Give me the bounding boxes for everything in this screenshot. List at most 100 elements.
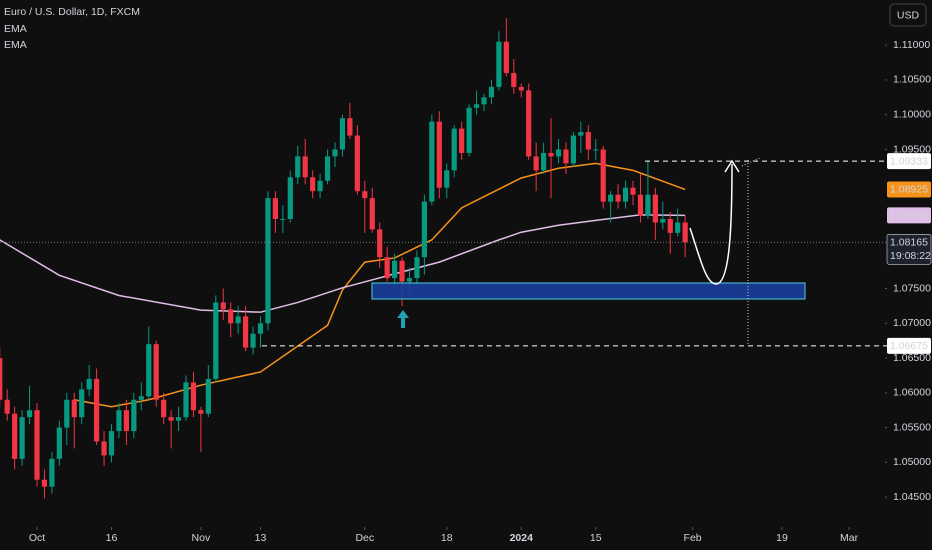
y-tick-label: 1.05500 — [893, 421, 931, 433]
level-layer — [0, 160, 887, 347]
level-label-box — [887, 153, 931, 170]
level-label: 1.09333 — [890, 155, 928, 167]
up-arrow — [397, 310, 409, 328]
candle-body — [436, 121, 442, 188]
y-tick-label: 1.05000 — [893, 456, 931, 468]
candle-body — [459, 128, 465, 153]
candle-body — [675, 222, 681, 233]
candle-body — [548, 152, 554, 157]
candle-body — [295, 156, 301, 178]
candle-body — [444, 170, 450, 188]
x-tick-label: 19 — [776, 532, 788, 544]
candle-body — [518, 86, 524, 91]
ema-label-box — [887, 207, 931, 224]
candle-body — [593, 149, 599, 151]
candle-body — [399, 260, 405, 282]
candle-body — [4, 399, 10, 414]
candle-body — [0, 358, 3, 400]
candle-body — [354, 135, 360, 192]
ema-label: 1.08552 — [890, 210, 928, 222]
candle-body — [94, 378, 100, 442]
candle-body — [272, 198, 278, 220]
candle-body — [362, 191, 368, 199]
y-tick-label: 1.04500 — [893, 491, 931, 503]
candle-body — [280, 219, 286, 221]
candle-body — [369, 198, 375, 230]
legend-entry: EMA — [4, 39, 27, 51]
candle-body — [429, 121, 435, 202]
candle-body — [49, 458, 55, 487]
candle-body — [600, 149, 606, 202]
candle-body — [146, 344, 152, 397]
candle-body — [317, 180, 323, 192]
candle-body — [71, 399, 77, 418]
candle-body — [488, 86, 495, 98]
y-tick-label: 1.11000 — [893, 39, 930, 51]
candle-body — [406, 278, 413, 282]
y-tick-label: 1.09500 — [893, 143, 931, 155]
candle-body — [570, 135, 576, 164]
candle-body — [503, 41, 509, 74]
candle-body — [392, 260, 398, 279]
currency-button[interactable] — [889, 3, 927, 27]
candle-body — [138, 396, 144, 400]
candle-body — [332, 149, 338, 157]
candle-body — [153, 344, 159, 400]
candle-body — [384, 257, 390, 279]
candle-body — [615, 194, 621, 202]
candle-body — [622, 187, 629, 202]
countdown-label: 19:08:22 — [890, 250, 931, 262]
candle-body — [41, 479, 48, 487]
candle-body — [26, 410, 33, 418]
ema-label-box — [887, 181, 931, 198]
y-tick-label: 1.10500 — [893, 74, 931, 86]
measure-line — [741, 157, 761, 167]
candle-body — [496, 41, 502, 87]
x-tick-label: 18 — [441, 532, 453, 544]
x-tick-label: 15 — [590, 532, 602, 544]
currency-label[interactable]: USD — [897, 9, 920, 21]
candle-body — [175, 417, 182, 421]
candle-body — [511, 73, 517, 87]
candle-body — [108, 431, 115, 456]
candle-body — [79, 389, 85, 418]
candle-body — [526, 90, 532, 157]
candle-body — [339, 118, 346, 150]
demand-zone — [371, 282, 806, 300]
candle-body — [414, 257, 420, 279]
candle-body — [585, 132, 591, 150]
candle-body — [101, 441, 107, 456]
level-label-box — [887, 337, 931, 354]
x-tick-label: 2024 — [510, 532, 534, 544]
candle-body — [347, 118, 353, 136]
candle-body — [56, 427, 62, 459]
candle-body — [34, 410, 40, 480]
y-tick-label: 1.07500 — [893, 282, 931, 294]
y-tick-label: 1.06000 — [893, 387, 931, 399]
x-tick-label: Mar — [840, 532, 859, 544]
candle-body — [637, 194, 644, 216]
candle-body — [19, 417, 25, 459]
candle-body — [645, 194, 651, 216]
candle-body — [608, 194, 614, 202]
x-tick-label: Feb — [684, 532, 702, 544]
candle-body — [466, 107, 472, 153]
candle-body — [377, 229, 383, 258]
candle-body — [257, 323, 264, 334]
y-tick-label: 1.07000 — [893, 317, 931, 329]
candle-body — [131, 399, 137, 432]
candle-body — [421, 201, 427, 258]
x-tick-label: 16 — [106, 532, 118, 544]
candle-body — [533, 156, 539, 171]
candle-body — [86, 378, 92, 390]
level-label: 1.06675 — [890, 340, 928, 352]
candle-body — [473, 104, 480, 108]
candle-body — [265, 198, 271, 324]
axis-layer: 1.11000 1.10500 1.10000 1.09500 1.07500 1.070… — [29, 39, 932, 544]
legend-entry: EMA — [4, 23, 27, 35]
candle-body — [205, 378, 211, 414]
candle-body — [555, 149, 562, 157]
candle-body — [198, 410, 204, 414]
x-tick-label: Oct — [29, 532, 45, 544]
